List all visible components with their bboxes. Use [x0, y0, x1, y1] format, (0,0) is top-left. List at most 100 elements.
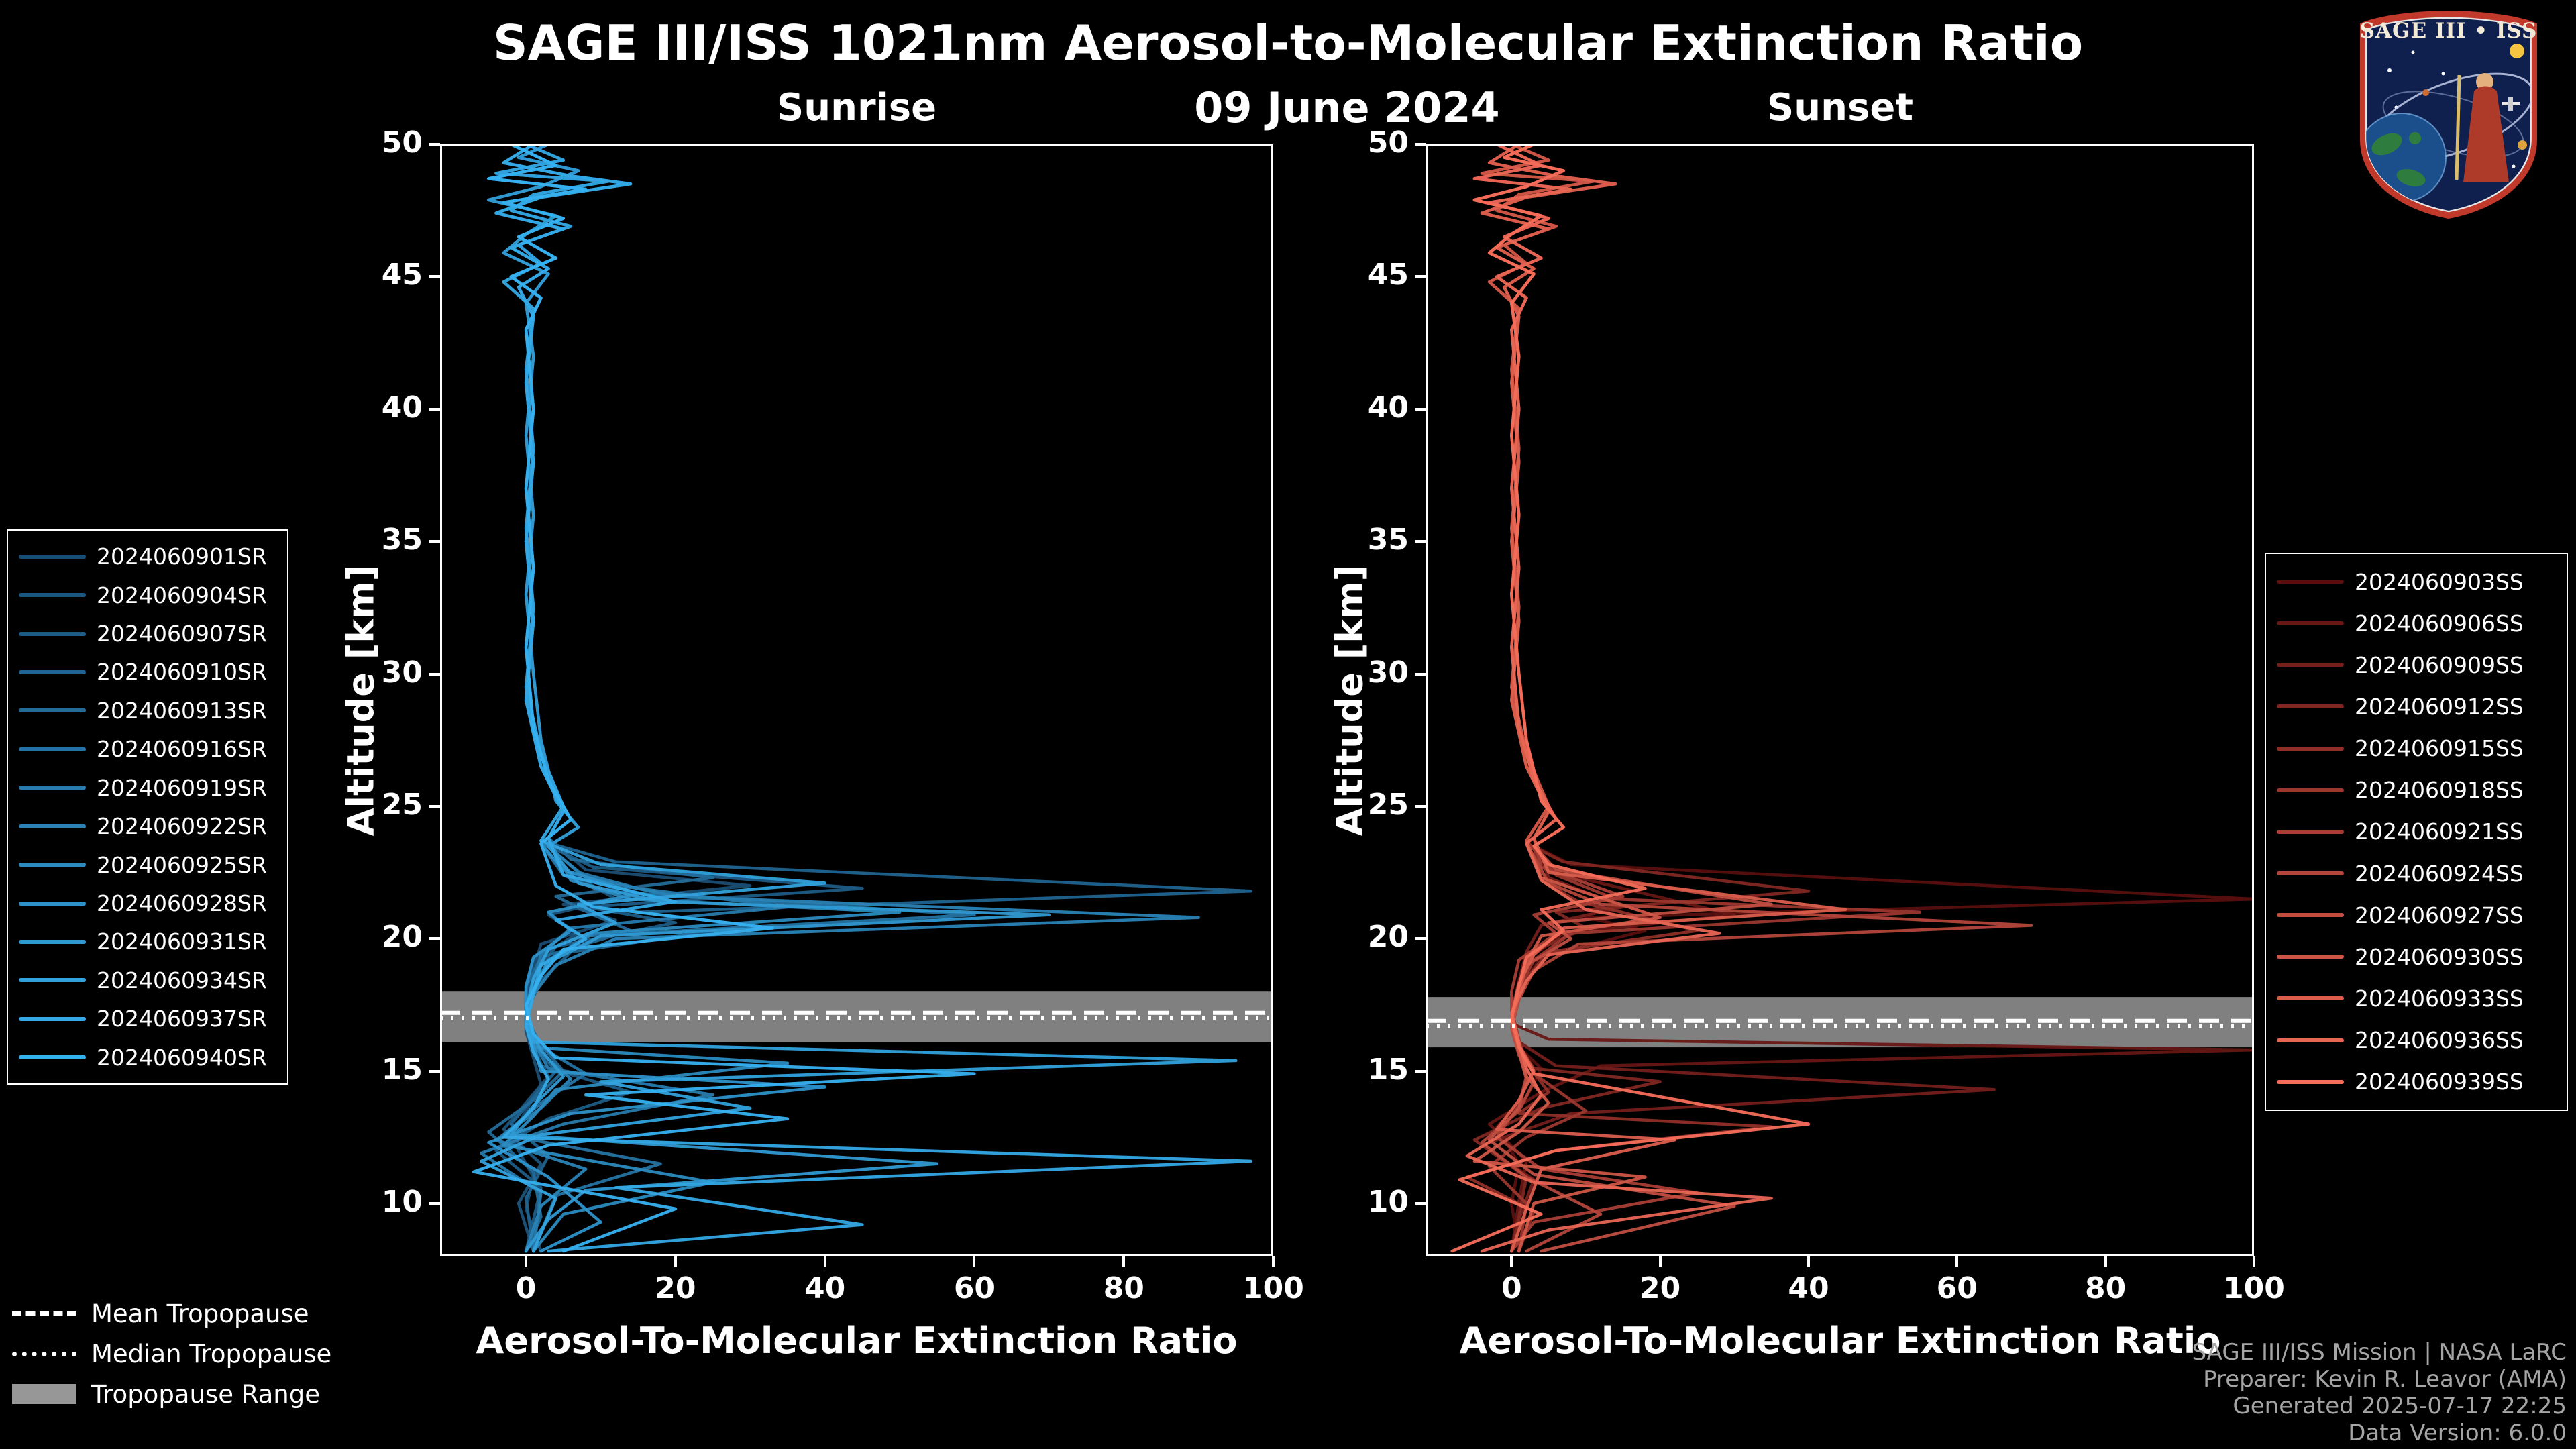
profile-line-2024060933SS: [1480, 144, 1847, 1253]
credit-line-preparer: Preparer: Kevin R. Leavor (AMA): [2203, 1366, 2567, 1393]
plot-border: [440, 144, 1273, 1256]
y-tick-label: 40: [381, 390, 423, 425]
y-tick-mark: [1415, 540, 1426, 543]
legend-line-swatch: [2277, 1038, 2344, 1042]
x-tick-mark: [1807, 1256, 1810, 1267]
y-tick-mark: [1415, 275, 1426, 278]
legend-item-tropopause-range: Tropopause Range: [12, 1379, 331, 1409]
legend-label: Mean Tropopause: [91, 1299, 309, 1328]
y-tick-mark: [1415, 1202, 1426, 1205]
y-tick-mark: [429, 937, 440, 941]
dashed-line-swatch: [12, 1311, 76, 1316]
y-tick-mark: [1415, 672, 1426, 676]
legend-item: 2024060909SS: [2277, 652, 2556, 678]
y-tick-mark: [429, 804, 440, 808]
y-tick-label: 40: [1367, 390, 1409, 425]
figure-robe: [2463, 86, 2509, 182]
legend-label: 2024060915SS: [2355, 735, 2524, 762]
y-tick-mark: [1415, 937, 1426, 941]
legend-item: 2024060940SR: [19, 1044, 276, 1071]
x-tick-mark: [1272, 1256, 1275, 1267]
legend-item: 2024060933SS: [2277, 985, 2556, 1012]
y-tick-mark: [429, 1202, 440, 1205]
legend-item: 2024060907SR: [19, 621, 276, 647]
legend-label: Median Tropopause: [91, 1339, 332, 1368]
x-tick-label: 80: [2085, 1271, 2127, 1305]
credit-line-data-version: Data Version: 6.0.0: [2348, 1419, 2567, 1446]
x-tick-label: 80: [1103, 1271, 1144, 1305]
star: [2512, 164, 2516, 168]
legend-item: 2024060936SS: [2277, 1027, 2556, 1053]
x-tick-label: 20: [1639, 1271, 1681, 1305]
legend-sunrise: 2024060901SR 2024060904SR 2024060907SR 2024…: [7, 529, 288, 1085]
legend-label: 2024060936SS: [2355, 1027, 2524, 1054]
legend-label: 2024060939SS: [2355, 1069, 2524, 1095]
legend-line-swatch: [19, 554, 86, 559]
iss-graphic-module: [2508, 97, 2513, 111]
y-tick-mark: [429, 540, 440, 543]
legend-item: 2024060939SS: [2277, 1069, 2556, 1095]
plot-area-sunrise: [440, 144, 1273, 1256]
y-tick-label: 10: [1367, 1185, 1409, 1220]
plot-border: [1426, 144, 2254, 1256]
tropopause-legend: Mean Tropopause Median Tropopause Tropop…: [12, 1299, 331, 1409]
y-tick-label: 25: [381, 787, 423, 822]
x-tick-mark: [1955, 1256, 1959, 1267]
legend-item: 2024060912SS: [2277, 694, 2556, 720]
legend-line-swatch: [2277, 580, 2344, 584]
legend-line-swatch: [19, 669, 86, 674]
x-tick-mark: [2104, 1256, 2107, 1267]
y-tick-mark: [429, 407, 440, 411]
legend-item: 2024060930SS: [2277, 944, 2556, 970]
legend-label: 2024060909SS: [2355, 651, 2524, 678]
legend-line-swatch: [2277, 829, 2344, 834]
x-tick-label: 60: [953, 1271, 996, 1305]
credit-line-generated: Generated 2025-07-17 22:25: [2233, 1393, 2567, 1419]
legend-line-swatch: [2277, 704, 2344, 709]
legend-label: 2024060910SR: [97, 659, 267, 686]
x-tick-mark: [1122, 1256, 1126, 1267]
legend-label: 2024060919SR: [97, 774, 267, 801]
y-tick-mark: [429, 275, 440, 278]
earth-continent: [2396, 169, 2426, 186]
profile-line-2024060936SS: [1465, 144, 1773, 1253]
y-tick-label: 35: [381, 523, 423, 557]
y-tick-label: 50: [1367, 125, 1409, 160]
x-tick-label: 60: [1936, 1271, 1978, 1305]
legend-label: 2024060940SR: [97, 1044, 267, 1071]
star: [2441, 72, 2445, 76]
x-axis-label-sunset: Aerosol-To-Molecular Extinction Ratio: [1459, 1320, 2221, 1362]
credit-line-mission: SAGE III/ISS Mission | NASA LaRC: [2192, 1339, 2567, 1366]
x-tick-label: 100: [1242, 1271, 1304, 1305]
legend-label: 2024060931SR: [97, 928, 267, 955]
legend-line-swatch: [19, 978, 86, 983]
legend-item: 2024060931SR: [19, 928, 276, 955]
y-tick-label: 30: [1367, 655, 1409, 690]
x-tick-label: 0: [515, 1271, 537, 1305]
legend-line-swatch: [19, 939, 86, 944]
dotted-line-swatch: [12, 1351, 76, 1356]
y-tick-label: 20: [381, 920, 423, 955]
legend-label: 2024060933SS: [2355, 985, 2524, 1012]
x-tick-label: 0: [1501, 1271, 1522, 1305]
legend-item: 2024060918SS: [2277, 777, 2556, 803]
legend-line-swatch: [2277, 1079, 2344, 1084]
legend-item: 2024060901SR: [19, 543, 276, 570]
legend-label: 2024060918SS: [2355, 777, 2524, 804]
band-swatch: [12, 1384, 76, 1404]
legend-label: 2024060904SR: [97, 582, 267, 608]
y-tick-mark: [429, 143, 440, 146]
legend-item: 2024060915SS: [2277, 735, 2556, 761]
legend-label: 2024060927SS: [2355, 902, 2524, 928]
y-tick-label: 50: [381, 125, 423, 160]
legend-label: 2024060930SS: [2355, 943, 2524, 970]
legend-line-swatch: [19, 708, 86, 713]
legend-item: 2024060906SS: [2277, 610, 2556, 637]
legend-item: 2024060924SS: [2277, 861, 2556, 887]
legend-line-swatch: [2277, 788, 2344, 792]
y-tick-label: 25: [1367, 787, 1409, 822]
legend-item-median-tropopause: Median Tropopause: [12, 1339, 331, 1368]
legend-label: 2024060901SR: [97, 543, 267, 570]
panel-title-sunrise: Sunrise: [776, 86, 937, 129]
legend-item: 2024060916SR: [19, 736, 276, 762]
